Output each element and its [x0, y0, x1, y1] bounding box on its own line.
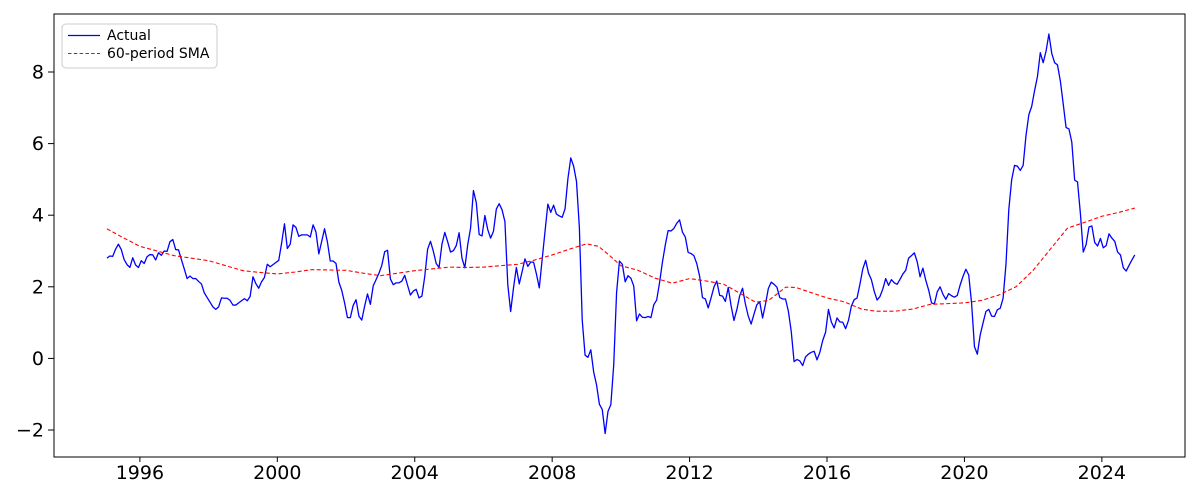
x-tick-label: 2000 — [253, 462, 301, 484]
x-axis: 1996 2000 2004 2008 2012 2016 2020 2024 — [116, 457, 1126, 484]
y-tick-label: −2 — [16, 420, 44, 442]
x-tick-label: 2024 — [1078, 462, 1126, 484]
legend-sma-label: 60-period SMA — [107, 46, 210, 62]
y-tick-label: 8 — [32, 61, 44, 83]
x-tick-label: 2004 — [391, 462, 439, 484]
x-tick-label: 2016 — [803, 462, 851, 484]
y-axis: −2 0 2 4 6 8 — [16, 61, 54, 442]
x-tick-label: 2012 — [665, 462, 713, 484]
y-tick-label: 4 — [32, 205, 44, 227]
x-tick-label: 2008 — [528, 462, 576, 484]
sma-series-line — [106, 207, 1135, 312]
legend: Actual 60-period SMA — [61, 23, 218, 69]
x-tick-label: 1996 — [116, 462, 164, 484]
legend-actual-label: Actual — [107, 28, 151, 44]
plot-area — [53, 13, 1186, 458]
y-tick-label: 0 — [32, 348, 44, 370]
x-tick-label: 2020 — [940, 462, 988, 484]
actual-series-line — [106, 33, 1136, 435]
y-tick-label: 2 — [32, 276, 44, 298]
legend-box — [61, 23, 218, 69]
y-tick-label: 6 — [32, 133, 44, 155]
